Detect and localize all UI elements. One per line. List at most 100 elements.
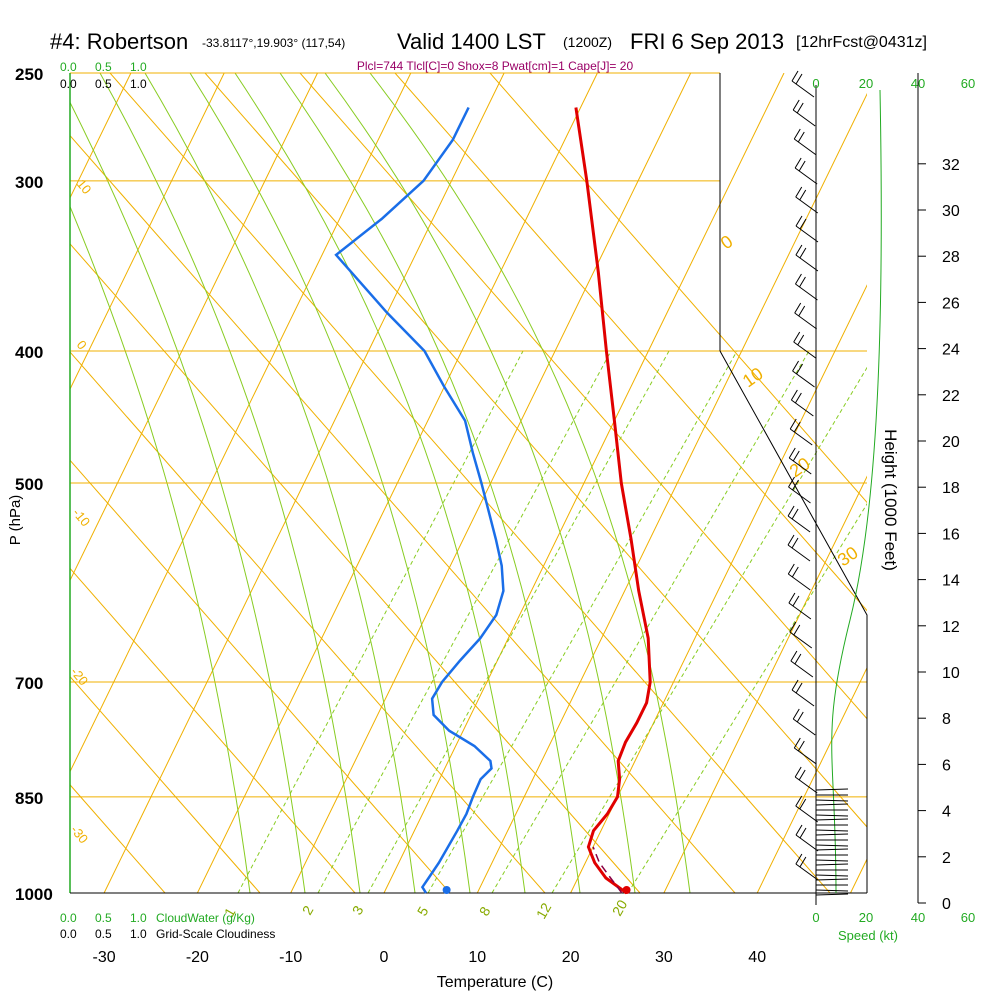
wind-barb [793, 138, 817, 156]
moist-adiabat-line [70, 101, 306, 893]
wind-barb-flag [794, 766, 802, 778]
wind-barb [815, 863, 849, 866]
mixing-ratio-label: 3 [349, 903, 367, 918]
cloudiness-tick: 0.0 [60, 927, 77, 941]
dry-adiabat-line [70, 675, 261, 893]
wind-barb-flag [795, 795, 803, 807]
wind-barb [789, 631, 813, 649]
pressure-tick-label: 700 [15, 674, 43, 693]
mixing-ratio-line [491, 350, 810, 893]
height-tick-label: 28 [942, 249, 960, 266]
wind-barb [815, 788, 849, 791]
cloudiness-tick: 0.5 [95, 927, 112, 941]
mixing-ratio-label: 8 [476, 904, 494, 919]
wind-barb-flag [790, 389, 798, 401]
mixing-ratio-label: 20 [609, 897, 631, 919]
mixing-ratio-line [367, 350, 670, 893]
parcel-line [592, 846, 623, 894]
x-tick-label: 10 [468, 949, 486, 966]
pressure-tick-label: 300 [15, 173, 43, 192]
speed-axis-title: Speed (kt) [838, 928, 898, 943]
surface-temperature-point [622, 886, 631, 894]
x-axis-title: Temperature (C) [437, 974, 553, 991]
wind-barb-flag [795, 853, 803, 865]
wind-barb-flag [790, 650, 798, 662]
x-tick-label: 30 [655, 949, 673, 966]
wind-barb [815, 844, 849, 847]
x-tick-label: 20 [562, 949, 580, 966]
dry-adiabat-label: -30 [68, 822, 92, 846]
mixing-ratio-label: 2 [299, 903, 317, 918]
wind-barb [815, 833, 849, 836]
wind-barb-flag [792, 360, 799, 372]
dry-adiabat-label: 10 [74, 176, 95, 197]
wind-barb-flag [789, 621, 797, 633]
wind-barb-flag [791, 70, 799, 82]
wind-barb-flag [793, 421, 801, 433]
wind-barb [815, 859, 849, 862]
wind-barb-flag [798, 305, 806, 317]
right-boundary [719, 350, 868, 893]
height-tick-label: 14 [942, 573, 960, 590]
cloudwater-tick-top: 0.0 [60, 60, 77, 74]
wind-barb-flag [795, 73, 803, 85]
dry-adiabat-label: 0 [74, 337, 90, 352]
wind-barb-flag [792, 595, 800, 607]
height-axis-title: Height (1000 Feet) [881, 429, 900, 571]
height-tick-label: 2 [942, 850, 951, 867]
height-tick-label: 32 [942, 157, 960, 174]
wind-barb-flag [799, 798, 807, 810]
wind-barb-flag [799, 276, 806, 288]
wind-barb-flag [799, 827, 807, 839]
wind-barb-flag [799, 856, 807, 868]
dry-adiabat-label: -20 [68, 664, 92, 688]
cloudwater-tick: 1.0 [130, 911, 147, 925]
height-tick-label: 30 [942, 203, 960, 220]
mixing-ratio-line [427, 350, 738, 893]
height-tick-label: 10 [942, 665, 960, 682]
cloudwater-tick-top: 1.0 [130, 60, 147, 74]
speed-tick-label-top: 40 [911, 76, 925, 91]
dry-adiabat-label: 30 [834, 542, 862, 570]
height-tick-label: 20 [942, 434, 960, 451]
wind-barb [791, 80, 815, 98]
moist-adiabat-line [324, 73, 636, 893]
wind-barb [795, 283, 818, 301]
pressure-tick-label: 1000 [15, 885, 53, 904]
wind-barb-flag [793, 624, 801, 636]
mixing-ratio-line [237, 350, 524, 893]
wind-barb [815, 878, 849, 881]
mixing-ratio-label: 12 [533, 900, 555, 922]
height-tick-label: 0 [942, 896, 951, 913]
wind-barb-flag [799, 247, 807, 259]
wind-barb [794, 312, 817, 330]
wind-barb [815, 803, 849, 806]
wind-barb-flag [798, 160, 806, 172]
height-tick-label: 16 [942, 526, 960, 543]
speed-tick-label-top: 20 [859, 76, 873, 91]
isotherm-line [850, 858, 867, 893]
x-tick-label: -10 [279, 949, 302, 966]
wind-barb-flag [798, 769, 806, 781]
height-tick-label: 12 [942, 619, 960, 636]
moist-adiabat-line [144, 73, 416, 893]
dry-adiabat-label: -10 [70, 505, 94, 529]
wind-barb-flag [797, 740, 805, 752]
dry-adiabat-label: 10 [739, 363, 767, 391]
cloudiness-label: Grid-Scale Cloudiness [156, 927, 275, 941]
wind-barb-flag [796, 363, 803, 375]
height-tick-label: 26 [942, 295, 960, 312]
pressure-tick-label: 850 [15, 789, 43, 808]
speed-tick-label: 20 [859, 910, 873, 925]
x-tick-label: 40 [748, 949, 766, 966]
sounding-parameters: Plcl=744 Tlcl[C]=0 Shox=8 Pwat[cm]=1 Cap… [357, 59, 634, 73]
wind-barb-flag [788, 592, 796, 604]
cloudiness-tick-top: 0.5 [95, 77, 112, 91]
wind-barb [815, 848, 849, 851]
isotherm-line [756, 666, 867, 893]
wind-barb-flag [794, 157, 802, 169]
cloudiness-tick-top: 0.0 [60, 77, 77, 91]
wind-barb-flag [792, 479, 799, 491]
wind-barb-flag [795, 273, 802, 285]
